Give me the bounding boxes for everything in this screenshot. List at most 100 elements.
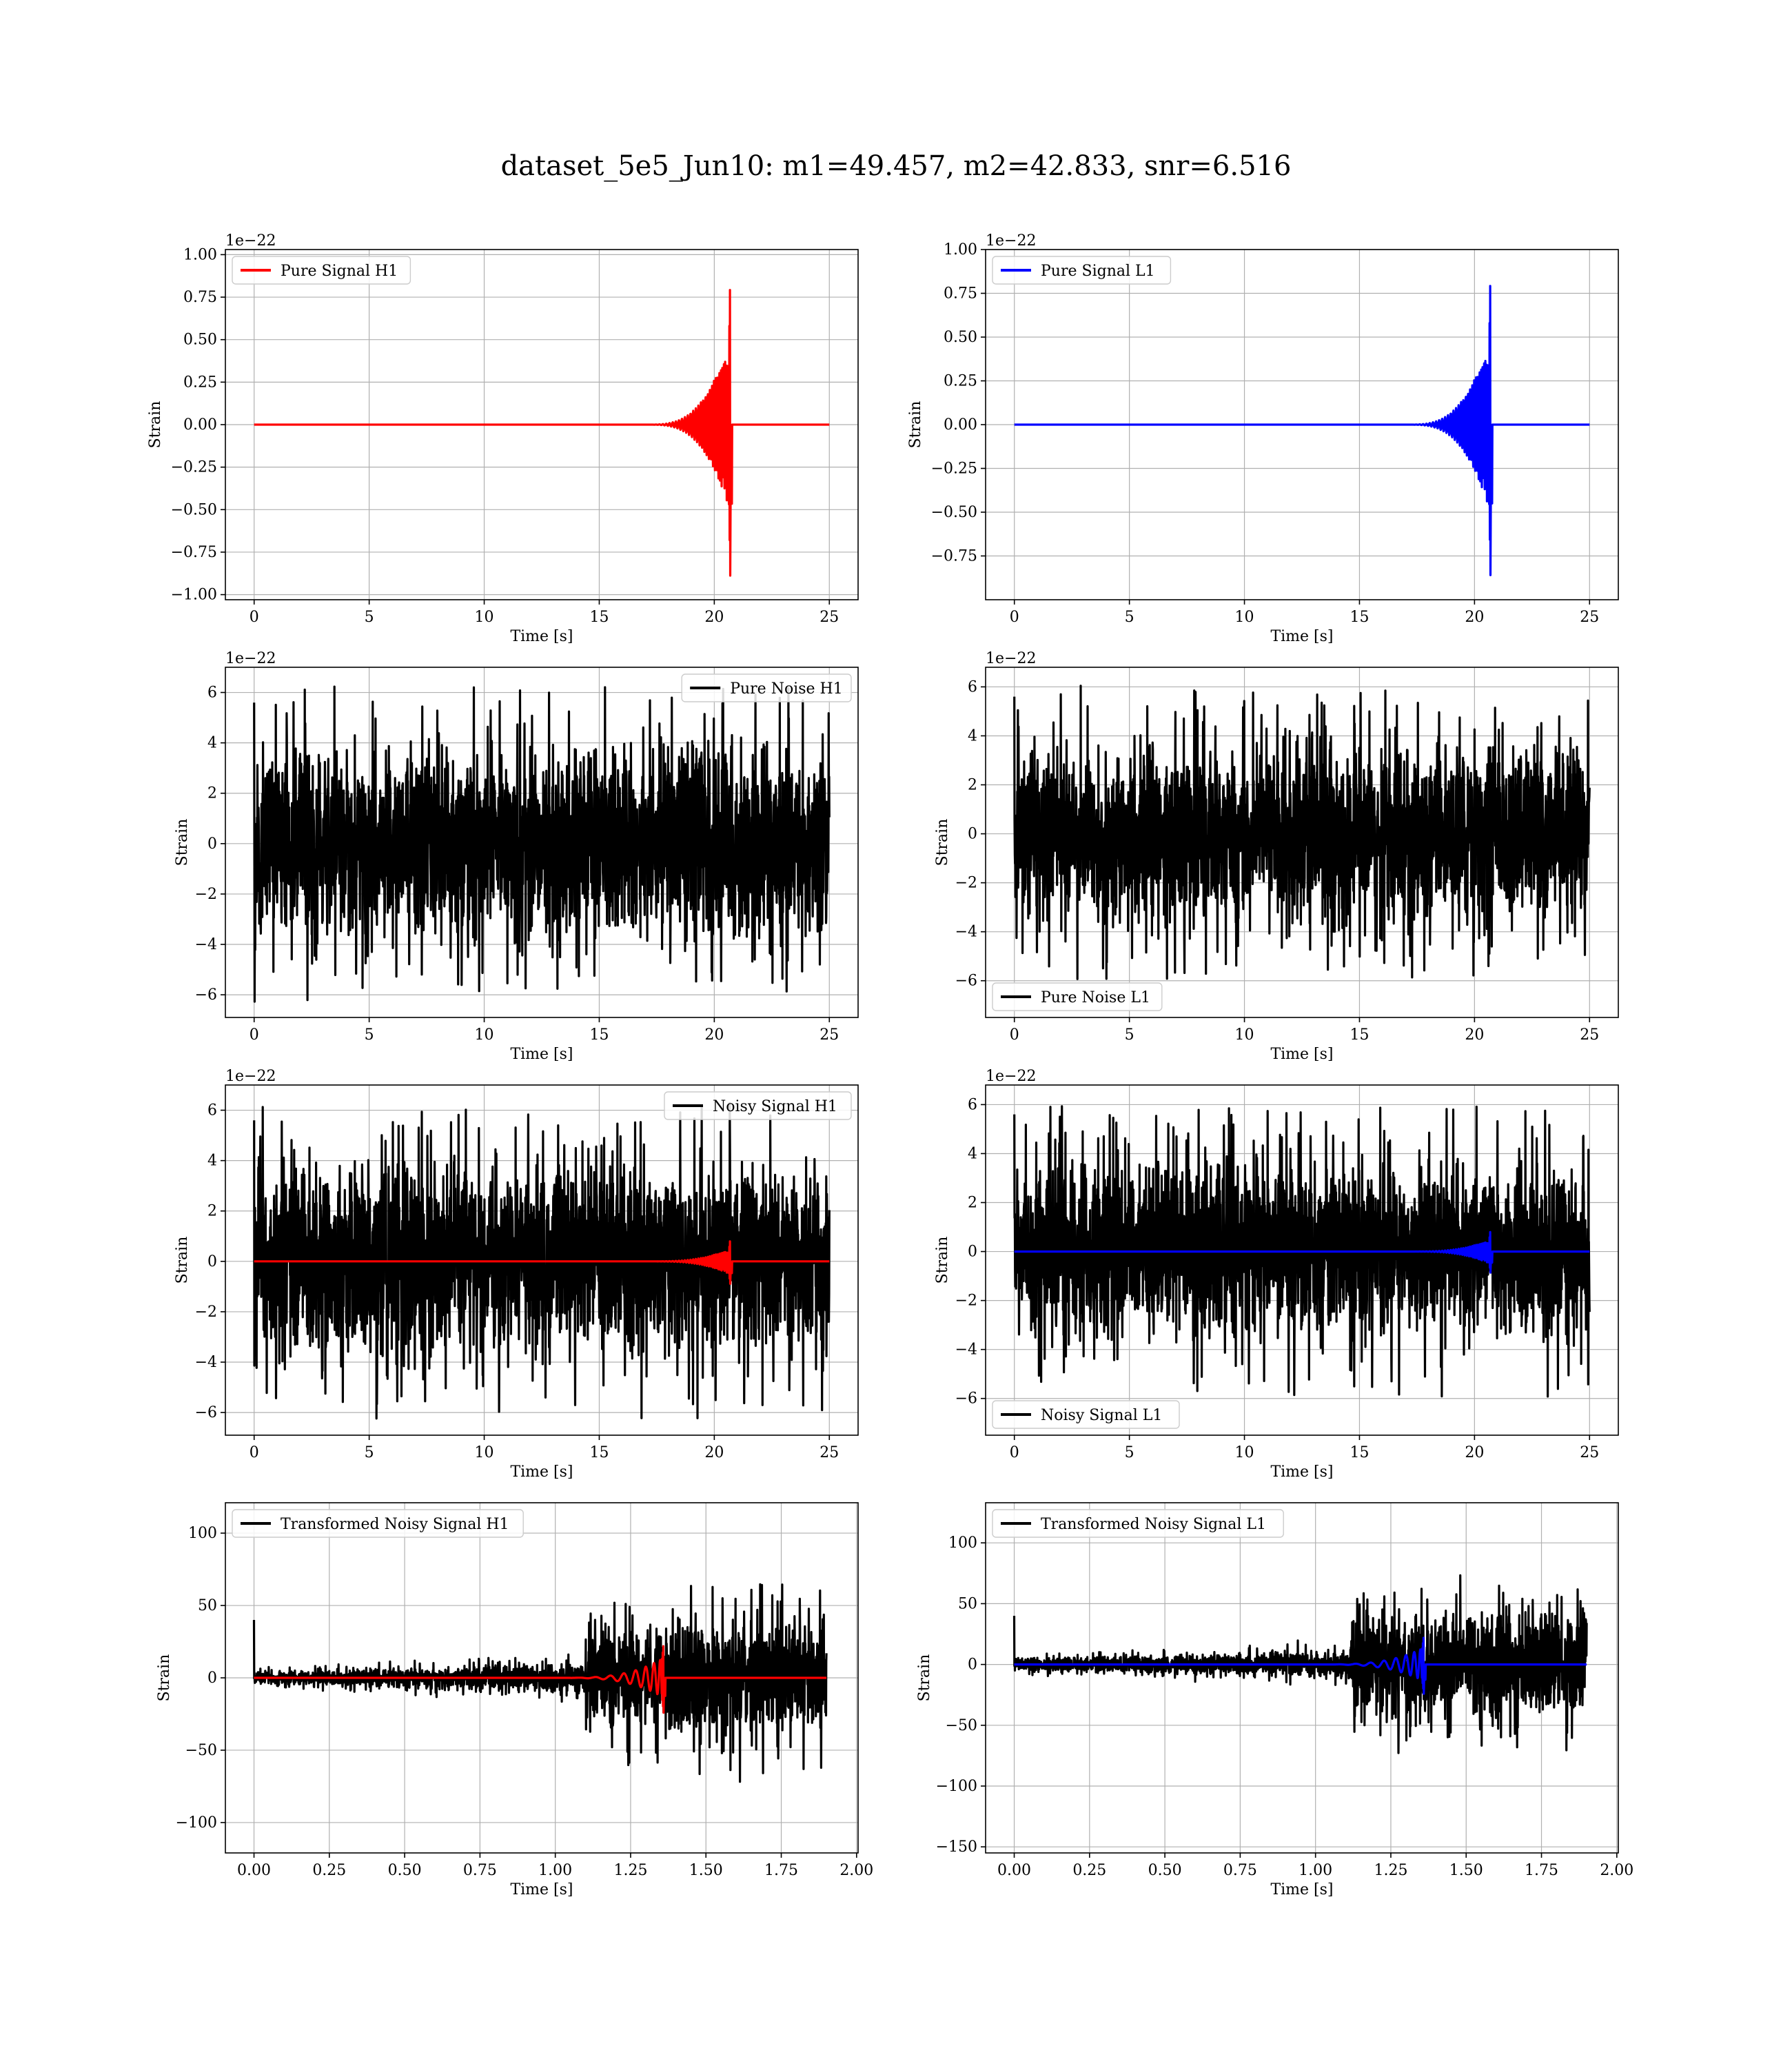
x-tick-label: 10 <box>1235 1026 1254 1044</box>
subplot-h1-noise: 0 5 10 15 20 25 −6 −4 −2 0 2 4 6 1e−22 Time [s] Strain P… <box>174 650 859 1063</box>
y-offset-text: 1e−22 <box>225 232 276 250</box>
y-tick-label: −0.50 <box>171 501 217 518</box>
series-line-chirp <box>1013 285 1591 576</box>
x-tick-label: 10 <box>475 1444 494 1461</box>
y-tick-label: 2 <box>968 1195 977 1212</box>
legend: Pure Noise L1 <box>992 982 1163 1011</box>
x-axis-label: Time [s] <box>510 1881 573 1898</box>
x-axis-label: Time [s] <box>1270 1046 1333 1063</box>
legend: Pure Signal L1 <box>992 256 1172 285</box>
y-axis-label: Strain <box>907 401 924 449</box>
y-axis-label: Strain <box>174 1237 191 1284</box>
y-axis-label: Strain <box>934 819 951 866</box>
y-tick-label: −2 <box>955 875 977 892</box>
y-tick-label: 0.00 <box>183 416 217 434</box>
axes-frame <box>985 1502 1619 1854</box>
y-tick-label: 0.75 <box>183 289 217 306</box>
x-axis-label: Time [s] <box>510 1463 573 1481</box>
legend-label: Pure Signal L1 <box>1041 263 1155 280</box>
axes-frame <box>985 1084 1619 1436</box>
y-offset-text: 1e−22 <box>986 232 1036 250</box>
y-tick-label: −0.50 <box>931 504 977 521</box>
y-axis-label: Strain <box>174 819 191 866</box>
y-axis-label: Strain <box>156 1654 173 1702</box>
x-tick-label: 5 <box>365 1444 374 1461</box>
subplot-l1-noisy: 0 5 10 15 20 25 −6 −4 −2 0 2 4 6 1e−22 Time [s] Strain N… <box>934 1068 1619 1481</box>
y-tick-label: 1.00 <box>944 241 977 258</box>
x-tick-label: 15 <box>1350 1026 1369 1044</box>
x-tick-label: 25 <box>819 609 839 626</box>
y-tick-label: −50 <box>185 1742 217 1759</box>
x-axis-label: Time [s] <box>1270 1463 1333 1481</box>
series-line-transformed-noise <box>252 1583 828 1783</box>
x-tick-label: 20 <box>704 609 724 626</box>
y-tick-label: 0 <box>207 835 217 853</box>
x-tick-label: 25 <box>819 1026 839 1044</box>
y-tick-label: −2 <box>195 886 217 903</box>
y-tick-label: 0.25 <box>183 374 217 391</box>
x-tick-label: 15 <box>589 1444 609 1461</box>
x-tick-label: 10 <box>475 1026 494 1044</box>
legend: Pure Noise H1 <box>681 673 852 702</box>
x-tick-label: 0.25 <box>1072 1862 1106 1879</box>
series-line-noise <box>1013 685 1591 980</box>
y-tick-label: 0.50 <box>944 329 977 346</box>
y-tick-label: 4 <box>207 1153 217 1170</box>
y-offset-text: 1e−22 <box>225 650 276 667</box>
x-axis-label: Time [s] <box>510 1046 573 1063</box>
y-tick-label: −2 <box>195 1304 217 1321</box>
x-tick-label: 15 <box>1350 609 1369 626</box>
axes-frame <box>985 667 1619 1018</box>
x-tick-label: 15 <box>1350 1444 1369 1461</box>
y-axis-label: Strain <box>934 1237 951 1284</box>
y-tick-label: 0.75 <box>944 285 977 303</box>
x-tick-label: 25 <box>1580 1026 1599 1044</box>
x-tick-label: 0.00 <box>237 1862 271 1879</box>
x-tick-label: 0.75 <box>463 1862 497 1879</box>
x-axis-label: Time [s] <box>1270 628 1333 645</box>
y-tick-label: 100 <box>188 1525 217 1542</box>
x-tick-label: 0.75 <box>1223 1862 1257 1879</box>
y-tick-label: 50 <box>958 1595 977 1612</box>
legend-label: Transformed Noisy Signal H1 <box>281 1516 509 1533</box>
x-tick-label: 1.00 <box>1299 1862 1332 1879</box>
x-tick-label: 15 <box>589 609 609 626</box>
y-tick-label: −150 <box>936 1838 977 1856</box>
legend: Noisy Signal H1 <box>664 1091 852 1120</box>
y-tick-label: −6 <box>955 1390 977 1408</box>
y-tick-label: −50 <box>946 1717 977 1734</box>
x-tick-label: 1.25 <box>1374 1862 1407 1879</box>
legend: Pure Signal H1 <box>232 256 411 285</box>
y-tick-label: 4 <box>207 735 217 752</box>
y-tick-label: 6 <box>968 1096 977 1113</box>
x-tick-label: 1.75 <box>764 1862 798 1879</box>
axes-frame <box>225 1084 859 1436</box>
x-tick-label: 20 <box>1465 1444 1484 1461</box>
y-tick-label: 4 <box>968 727 977 744</box>
y-tick-label: 0 <box>968 1656 977 1674</box>
x-tick-label: 0.25 <box>312 1862 346 1879</box>
legend-label: Noisy Signal H1 <box>713 1098 837 1115</box>
x-tick-label: 1.00 <box>538 1862 572 1879</box>
y-tick-label: 0 <box>207 1253 217 1270</box>
y-offset-text: 1e−22 <box>225 1068 276 1085</box>
y-tick-label: −100 <box>936 1778 977 1795</box>
x-tick-label: 0 <box>250 609 259 626</box>
subplot-l1-noise: 0 5 10 15 20 25 −6 −4 −2 0 2 4 6 1e−22 Time [s] Strain P… <box>934 650 1619 1063</box>
legend-label: Noisy Signal L1 <box>1041 1407 1162 1424</box>
legend-label: Pure Noise L1 <box>1041 989 1150 1006</box>
y-tick-label: −6 <box>195 986 217 1004</box>
y-tick-label: −1.00 <box>171 587 217 604</box>
x-tick-label: 5 <box>365 609 374 626</box>
subplot-l1-transformed: 0.00 0.25 0.50 0.75 1.00 1.25 1.50 1.75 2.00 −150… <box>916 1502 1633 1898</box>
legend-label: Pure Signal H1 <box>281 263 398 280</box>
x-tick-label: 25 <box>819 1444 839 1461</box>
subplot-l1-signal: 0 5 10 15 20 25 −0.75 −0.50 −0.25 0.00 0.25 0.50 0.7… <box>907 232 1619 645</box>
x-tick-label: 5 <box>365 1026 374 1044</box>
x-tick-label: 20 <box>704 1026 724 1044</box>
y-tick-label: −2 <box>955 1292 977 1310</box>
subplot-h1-transformed: 0.00 0.25 0.50 0.75 1.00 1.25 1.50 1.75 2.00 −100… <box>156 1502 873 1898</box>
y-tick-label: −0.25 <box>931 460 977 478</box>
x-tick-label: 0 <box>1010 1026 1019 1044</box>
